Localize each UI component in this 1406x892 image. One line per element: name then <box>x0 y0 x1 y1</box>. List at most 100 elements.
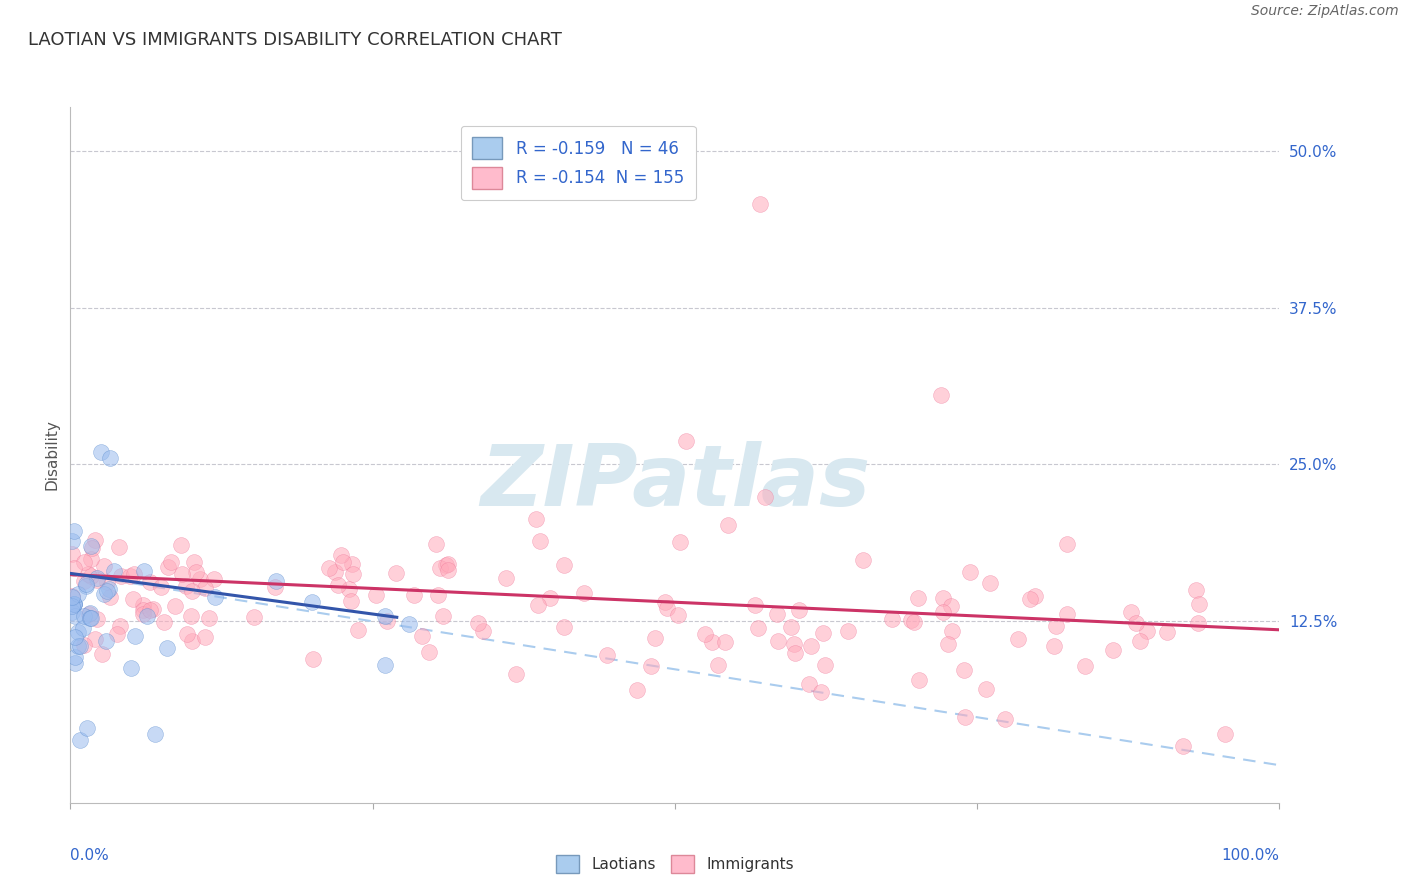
Point <box>139 603 162 617</box>
Point <box>1102 643 1125 657</box>
Point <box>204 590 226 604</box>
Point <box>108 619 131 633</box>
Point <box>1119 605 1142 619</box>
Point <box>907 591 929 605</box>
Point <box>467 615 489 630</box>
Point <box>323 565 346 579</box>
Point <box>529 533 551 548</box>
Point <box>908 673 931 687</box>
Point <box>668 535 690 549</box>
Point <box>120 661 142 675</box>
Point <box>941 624 963 639</box>
Point <box>156 560 179 574</box>
Point <box>60 590 83 604</box>
Point <box>63 608 86 623</box>
Point <box>340 557 363 571</box>
Point <box>63 524 86 538</box>
Point <box>766 607 789 621</box>
Point <box>198 611 221 625</box>
Point <box>929 388 952 402</box>
Point <box>96 633 118 648</box>
Point <box>524 512 547 526</box>
Point <box>60 533 83 548</box>
Point <box>754 490 776 504</box>
Point <box>418 645 440 659</box>
Point <box>72 638 94 652</box>
Point <box>170 538 193 552</box>
Point <box>105 626 128 640</box>
Point <box>398 617 420 632</box>
Point <box>939 599 962 613</box>
Legend: Laotians, Immigrants: Laotians, Immigrants <box>550 849 800 879</box>
Point <box>181 584 204 599</box>
Point <box>810 685 832 699</box>
Point <box>780 619 803 633</box>
Point <box>63 560 86 574</box>
Point <box>132 598 155 612</box>
Point <box>402 588 425 602</box>
Point <box>84 533 107 547</box>
Point <box>411 629 433 643</box>
Point <box>63 649 86 664</box>
Point <box>432 608 454 623</box>
Point <box>80 569 103 583</box>
Point <box>98 451 121 466</box>
Point <box>318 561 340 575</box>
Point <box>852 553 875 567</box>
Point <box>67 624 90 639</box>
Point <box>797 677 820 691</box>
Point <box>243 610 266 624</box>
Point <box>96 583 118 598</box>
Point <box>932 605 955 619</box>
Point <box>91 647 114 661</box>
Point <box>644 631 666 645</box>
Point <box>374 657 396 672</box>
Point <box>374 609 396 624</box>
Point <box>1043 639 1066 653</box>
Point <box>700 634 723 648</box>
Point <box>69 733 91 747</box>
Point <box>505 667 527 681</box>
Point <box>76 579 98 593</box>
Point <box>437 563 460 577</box>
Point <box>110 568 132 582</box>
Point <box>800 639 823 653</box>
Point <box>693 626 716 640</box>
Point <box>60 605 83 619</box>
Point <box>959 565 981 579</box>
Text: 0.0%: 0.0% <box>70 848 110 863</box>
Point <box>188 573 211 587</box>
Point <box>1074 659 1097 673</box>
Point <box>170 567 193 582</box>
Point <box>332 555 354 569</box>
Text: LAOTIAN VS IMMIGRANTS DISABILITY CORRELATION CHART: LAOTIAN VS IMMIGRANTS DISABILITY CORRELA… <box>28 31 562 49</box>
Point <box>377 614 399 628</box>
Point <box>93 587 115 601</box>
Point <box>538 591 561 605</box>
Point <box>118 569 141 583</box>
Point <box>76 567 98 582</box>
Point <box>994 712 1017 726</box>
Point <box>83 632 105 646</box>
Point <box>65 657 87 671</box>
Point <box>1007 632 1029 647</box>
Point <box>1024 589 1046 603</box>
Point <box>72 622 94 636</box>
Y-axis label: Disability: Disability <box>44 419 59 491</box>
Point <box>63 598 86 612</box>
Point <box>142 602 165 616</box>
Point <box>436 558 458 573</box>
Point <box>938 636 960 650</box>
Point <box>654 594 676 608</box>
Point <box>264 574 287 588</box>
Point <box>122 592 145 607</box>
Point <box>183 555 205 569</box>
Point <box>135 609 157 624</box>
Point <box>176 627 198 641</box>
Point <box>60 599 83 614</box>
Point <box>328 577 350 591</box>
Point <box>747 621 769 635</box>
Point <box>572 586 595 600</box>
Point <box>149 580 172 594</box>
Point <box>526 598 548 612</box>
